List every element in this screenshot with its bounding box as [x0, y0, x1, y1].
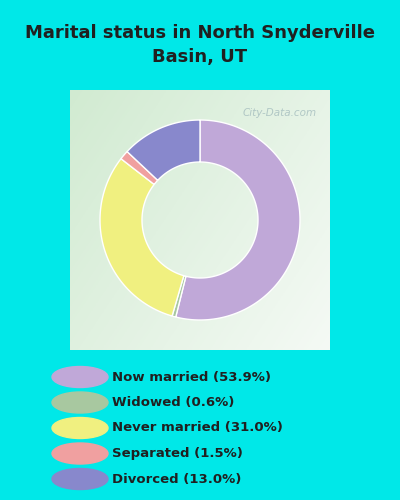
Polygon shape — [172, 276, 186, 317]
Circle shape — [52, 418, 108, 438]
Circle shape — [52, 366, 108, 388]
Polygon shape — [121, 152, 158, 184]
Circle shape — [52, 392, 108, 413]
Circle shape — [52, 443, 108, 464]
Text: City-Data.com: City-Data.com — [243, 108, 317, 118]
Text: Marital status in North Snyderville
Basin, UT: Marital status in North Snyderville Basi… — [25, 24, 375, 66]
Polygon shape — [100, 158, 184, 316]
Text: Widowed (0.6%): Widowed (0.6%) — [112, 396, 234, 409]
Text: Never married (31.0%): Never married (31.0%) — [112, 422, 283, 434]
Polygon shape — [176, 120, 300, 320]
Circle shape — [52, 468, 108, 489]
Polygon shape — [127, 120, 200, 180]
Text: Separated (1.5%): Separated (1.5%) — [112, 447, 243, 460]
Text: Divorced (13.0%): Divorced (13.0%) — [112, 472, 241, 486]
Text: Now married (53.9%): Now married (53.9%) — [112, 370, 271, 384]
